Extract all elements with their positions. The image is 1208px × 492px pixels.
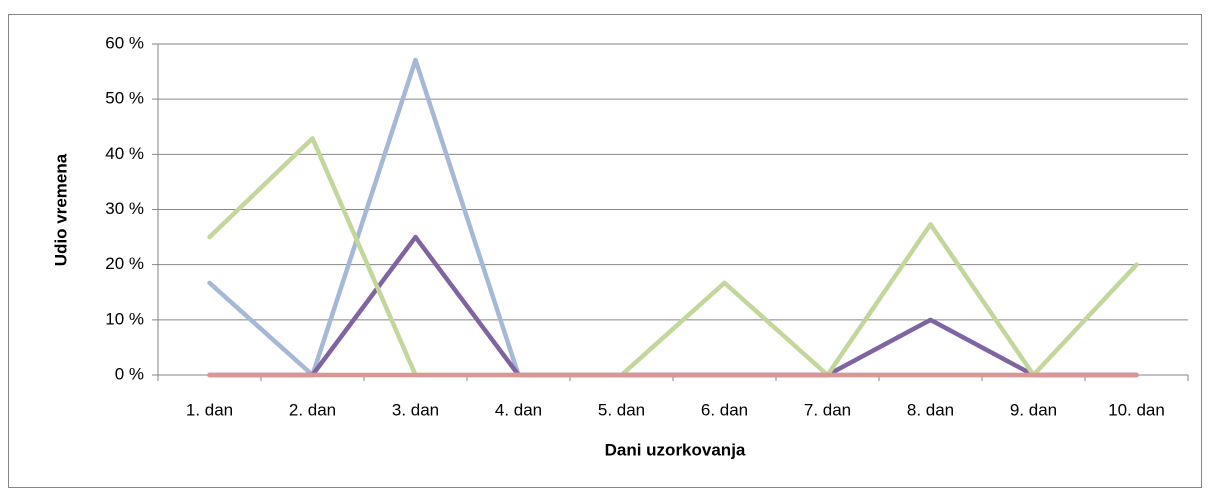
y-tick-label: 40 % xyxy=(105,144,144,163)
series-line xyxy=(207,136,1139,378)
x-tick-label: 4. dan xyxy=(495,400,542,419)
y-axis-title: Udio vremena xyxy=(51,153,70,266)
y-tick-label: 20 % xyxy=(105,254,144,273)
chart-border xyxy=(8,14,1202,488)
y-tick-label: 0 % xyxy=(115,364,144,383)
x-tick-label: 8. dan xyxy=(907,400,954,419)
x-tick-label: 6. dan xyxy=(701,400,748,419)
x-tick-label: 9. dan xyxy=(1010,400,1057,419)
x-tick-label: 5. dan xyxy=(598,400,645,419)
y-tick-label: 10 % xyxy=(105,309,144,328)
x-axis-title: Dani uzorkovanja xyxy=(605,440,746,459)
y-tick-label: 30 % xyxy=(105,199,144,218)
y-tick-label: 50 % xyxy=(105,89,144,108)
y-tick-label: 60 % xyxy=(105,33,144,52)
x-tick-label: 1. dan xyxy=(186,400,233,419)
x-tick-label: 3. dan xyxy=(392,400,439,419)
x-tick-label: 7. dan xyxy=(804,400,851,419)
x-tick-label: 2. dan xyxy=(289,400,336,419)
x-tick-label: 10. dan xyxy=(1108,400,1165,419)
